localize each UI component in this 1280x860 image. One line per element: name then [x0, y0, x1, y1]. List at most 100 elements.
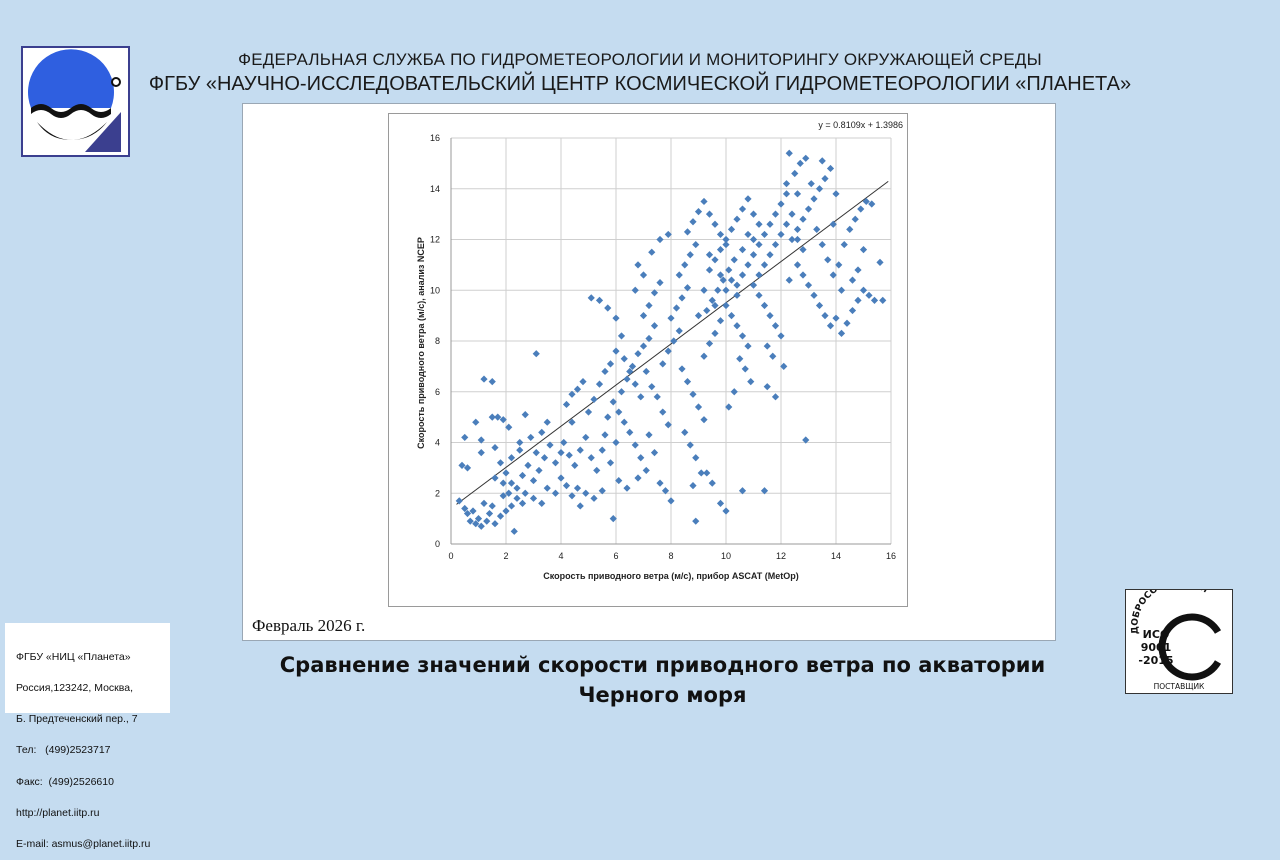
data-point	[826, 164, 835, 173]
data-point	[485, 509, 494, 518]
data-point	[562, 400, 571, 409]
data-point	[749, 210, 758, 218]
data-point	[582, 489, 590, 497]
data-point	[587, 454, 595, 462]
data-point	[659, 360, 667, 368]
data-point	[793, 235, 802, 244]
data-point	[461, 433, 469, 442]
data-point	[626, 428, 634, 436]
data-point	[857, 205, 865, 213]
data-point	[843, 319, 851, 327]
data-point	[859, 246, 868, 254]
data-point	[714, 286, 722, 294]
caption-line-2: Черного моря	[578, 683, 747, 707]
data-point	[777, 332, 785, 340]
data-point	[848, 306, 857, 315]
data-point	[738, 487, 747, 495]
data-point	[799, 215, 807, 223]
data-point	[648, 248, 656, 256]
data-point	[788, 210, 796, 218]
x-axis-label: Скорость приводного ветра (м/с), прибор …	[543, 571, 798, 581]
data-point	[818, 240, 826, 249]
data-point	[463, 464, 472, 472]
data-point	[598, 446, 606, 454]
data-point	[793, 190, 802, 198]
data-point	[854, 296, 862, 304]
data-point	[848, 276, 857, 284]
data-point	[733, 281, 741, 289]
data-point	[645, 301, 653, 310]
data-point	[782, 220, 791, 228]
data-point	[529, 494, 538, 502]
data-point	[681, 428, 689, 436]
data-point	[653, 393, 661, 401]
x-tick-label: 8	[668, 551, 673, 561]
y-axis-label: Скорость приводного ветра (м/с), анализ …	[416, 237, 426, 449]
data-point	[810, 291, 818, 299]
data-point	[813, 225, 821, 233]
data-point	[716, 230, 725, 239]
data-point	[824, 256, 832, 264]
data-point	[722, 286, 730, 294]
x-tick-label: 4	[558, 551, 563, 561]
data-point	[496, 512, 505, 520]
data-point	[733, 215, 741, 223]
data-point	[686, 441, 694, 449]
data-point	[681, 261, 689, 269]
data-point	[642, 466, 650, 475]
data-point	[722, 235, 730, 244]
contact-block: ФГБУ «НИЦ «Планета» Россия,123242, Москв…	[5, 623, 170, 850]
data-point	[738, 205, 747, 213]
data-point	[573, 385, 582, 393]
data-point	[747, 378, 755, 386]
data-point	[557, 449, 565, 457]
data-point	[851, 215, 859, 223]
data-point	[507, 479, 516, 487]
data-point	[463, 509, 472, 518]
data-point	[656, 479, 664, 487]
data-point	[584, 408, 593, 416]
data-point	[507, 502, 516, 510]
data-point	[606, 360, 615, 368]
y-tick-label: 10	[430, 285, 440, 295]
data-point	[821, 175, 829, 183]
data-point	[538, 428, 546, 436]
data-point	[483, 517, 491, 525]
data-point	[598, 487, 606, 495]
data-point	[535, 466, 543, 475]
data-point	[499, 416, 507, 424]
data-point	[617, 388, 626, 396]
data-point	[543, 484, 551, 492]
contact-line: Б. Предтеченский пер., 7	[16, 713, 138, 726]
data-point	[815, 185, 824, 193]
x-tick-label: 10	[721, 551, 731, 561]
data-point	[694, 207, 703, 216]
data-point	[692, 454, 700, 462]
x-tick-label: 0	[448, 551, 453, 561]
data-point	[771, 322, 780, 330]
data-point	[639, 342, 648, 350]
data-point	[793, 261, 802, 269]
data-point	[472, 520, 480, 528]
data-point	[488, 378, 496, 386]
data-point	[862, 197, 870, 206]
data-point	[480, 375, 488, 383]
data-point	[771, 240, 780, 249]
data-point	[491, 443, 499, 452]
data-point	[562, 482, 571, 490]
data-point	[782, 190, 791, 198]
data-point	[587, 294, 595, 302]
data-point	[744, 230, 752, 239]
data-point	[579, 378, 587, 386]
iso-badge: ДОБРОСОВЕСТНЫЙ ИСО 9001 -2015 ПОСТАВЩИК	[1125, 577, 1233, 694]
data-point	[496, 459, 505, 467]
data-point	[741, 365, 749, 373]
data-point	[593, 466, 601, 475]
y-tick-label: 14	[430, 184, 440, 194]
data-point	[568, 492, 576, 500]
data-point	[507, 454, 516, 462]
data-point	[725, 403, 733, 411]
y-tick-label: 16	[430, 133, 440, 143]
slide-caption: Сравнение значений скорости приводного в…	[240, 650, 1085, 710]
data-point	[480, 499, 488, 507]
